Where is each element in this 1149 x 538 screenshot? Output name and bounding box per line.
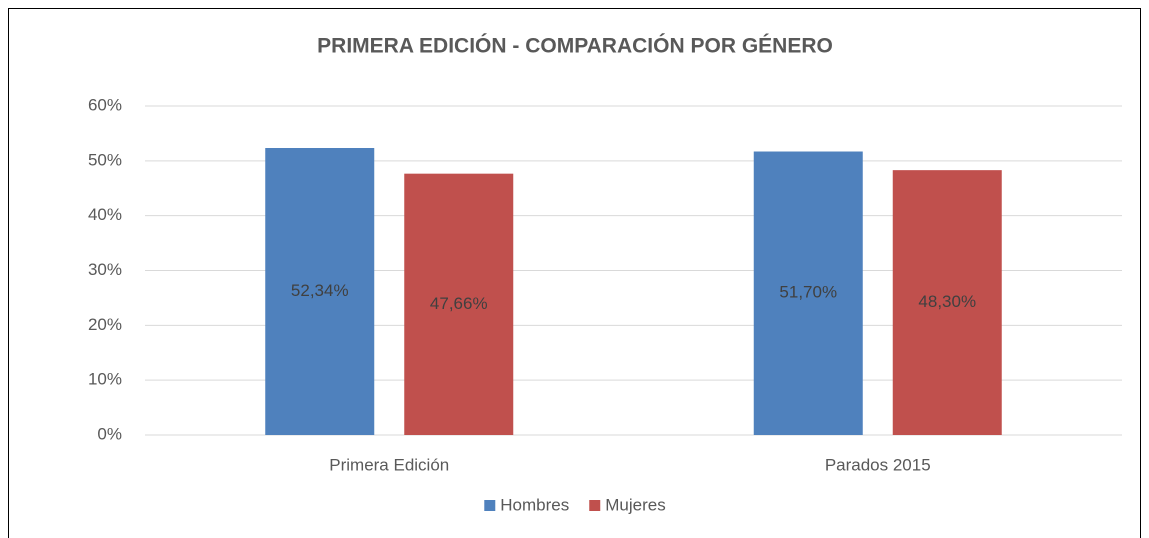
bar: [892, 170, 1002, 435]
y-tick-label: 60%: [88, 95, 122, 114]
chart-border: [8, 8, 1141, 538]
data-label: 47,66%: [430, 294, 488, 313]
y-tick-label: 20%: [88, 315, 122, 334]
y-tick-label: 30%: [88, 260, 122, 279]
data-label: 48,30%: [918, 292, 976, 311]
bar: [753, 151, 863, 436]
y-tick-label: 0%: [97, 424, 122, 443]
bar: [404, 173, 514, 435]
y-tick-label: 10%: [88, 370, 122, 389]
legend-label: Mujeres: [605, 495, 665, 514]
y-tick-label: 40%: [88, 205, 122, 224]
data-label: 51,70%: [779, 283, 837, 302]
x-tick-label: Parados 2015: [825, 455, 931, 474]
x-tick-label: Primera Edición: [329, 455, 449, 474]
bar: [265, 148, 375, 436]
legend-swatch: [484, 500, 496, 511]
legend-swatch: [589, 500, 601, 511]
legend-label: Hombres: [500, 495, 569, 514]
chart-title: PRIMERA EDICIÓN - COMPARACIÓN POR GÉNERO: [317, 34, 833, 58]
data-label: 52,34%: [291, 281, 349, 300]
y-tick-label: 50%: [88, 150, 122, 169]
